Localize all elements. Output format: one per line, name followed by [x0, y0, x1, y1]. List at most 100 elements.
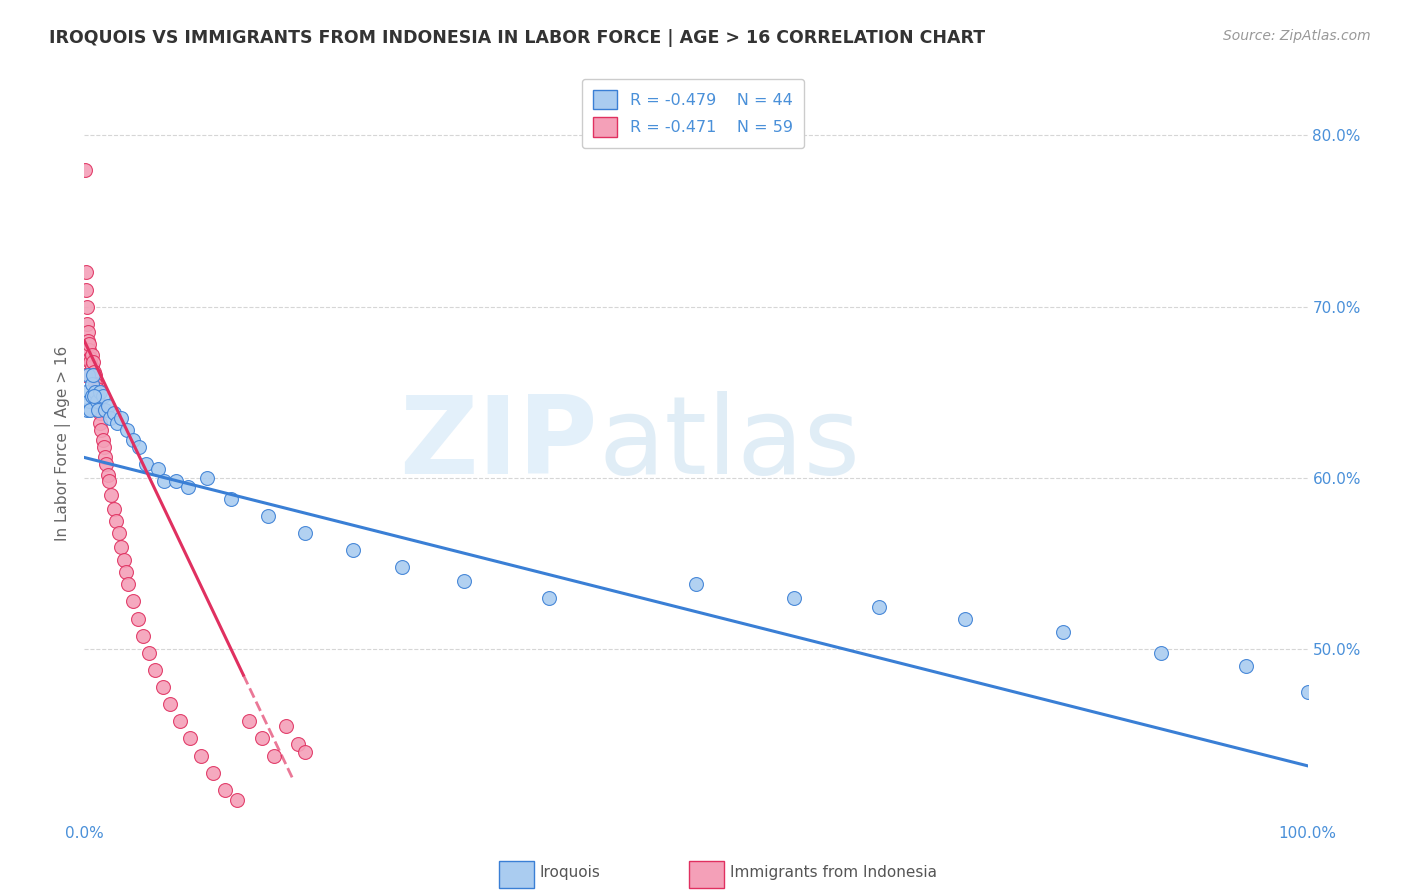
Point — [86, 389, 108, 403]
Point — [73, 368, 96, 383]
Point — [128, 440, 150, 454]
Point — [219, 491, 242, 506]
Point — [82, 354, 104, 368]
Point — [82, 368, 104, 383]
Point — [87, 393, 110, 408]
Point — [87, 402, 110, 417]
Point — [226, 793, 249, 807]
Point — [80, 359, 103, 374]
Point — [250, 731, 273, 746]
Point — [77, 343, 100, 357]
Point — [84, 368, 107, 383]
Text: IROQUOIS VS IMMIGRANTS FROM INDONESIA IN LABOR FORCE | AGE > 16 CORRELATION CHAR: IROQUOIS VS IMMIGRANTS FROM INDONESIA IN… — [49, 29, 986, 46]
Point — [169, 714, 191, 729]
Point — [294, 745, 316, 759]
Y-axis label: In Labor Force | Age > 16: In Labor Force | Age > 16 — [55, 346, 72, 541]
Point — [115, 423, 138, 437]
Point — [80, 348, 103, 362]
Point — [135, 458, 157, 472]
Point — [110, 540, 132, 554]
Point — [75, 265, 97, 279]
Text: Iroquois: Iroquois — [540, 865, 600, 880]
Point — [77, 326, 100, 340]
Point — [94, 402, 117, 417]
Point — [165, 475, 187, 489]
Point — [179, 731, 201, 746]
Text: atlas: atlas — [598, 391, 860, 497]
Point — [190, 748, 212, 763]
Legend: R = -0.479    N = 44, R = -0.471    N = 59: R = -0.479 N = 44, R = -0.471 N = 59 — [582, 78, 804, 148]
Point — [97, 475, 120, 489]
Point — [97, 399, 120, 413]
Point — [76, 317, 98, 331]
Point — [73, 162, 96, 177]
Point — [79, 402, 101, 417]
Point — [143, 663, 166, 677]
Point — [276, 719, 298, 733]
Point — [685, 577, 707, 591]
Point — [177, 480, 200, 494]
Point — [94, 450, 117, 465]
Point — [263, 748, 285, 763]
Point — [91, 434, 114, 448]
Point — [153, 475, 176, 489]
Point — [117, 577, 139, 591]
Point — [783, 591, 806, 605]
Point — [132, 629, 155, 643]
Point — [79, 351, 101, 365]
Point — [105, 514, 128, 528]
Point — [84, 385, 107, 400]
Point — [107, 525, 129, 540]
Point — [103, 501, 125, 516]
Point — [110, 411, 132, 425]
Point — [869, 599, 891, 614]
Point — [80, 389, 103, 403]
Point — [77, 334, 100, 348]
Point — [96, 458, 118, 472]
Point — [1052, 625, 1074, 640]
Point — [953, 611, 976, 625]
Point — [77, 368, 100, 383]
Point — [1296, 685, 1319, 699]
Text: ZIP: ZIP — [399, 391, 598, 497]
Point — [391, 560, 413, 574]
Point — [1150, 646, 1173, 660]
Point — [80, 376, 103, 391]
Point — [87, 402, 110, 417]
Point — [83, 389, 105, 403]
Point — [76, 300, 98, 314]
Point — [89, 406, 111, 420]
Point — [342, 543, 364, 558]
Point — [89, 385, 111, 400]
Point — [152, 680, 174, 694]
Point — [90, 423, 112, 437]
Point — [77, 337, 100, 351]
Point — [97, 467, 120, 482]
Point — [75, 385, 97, 400]
Point — [84, 376, 107, 391]
Point — [86, 382, 108, 396]
Point — [83, 365, 105, 379]
Point — [201, 765, 224, 780]
Point — [75, 283, 97, 297]
Point — [89, 416, 111, 430]
Point — [294, 525, 316, 540]
Point — [98, 411, 121, 425]
Point — [122, 594, 145, 608]
Point — [138, 646, 160, 660]
Point — [146, 462, 169, 476]
Point — [195, 471, 218, 485]
Point — [83, 372, 105, 386]
Point — [453, 574, 475, 588]
Point — [79, 354, 101, 368]
Point — [77, 393, 100, 408]
Text: Immigrants from Indonesia: Immigrants from Indonesia — [730, 865, 936, 880]
Point — [287, 737, 309, 751]
Point — [105, 416, 128, 430]
Point — [86, 393, 108, 408]
Point — [100, 488, 122, 502]
Point — [91, 389, 114, 403]
Point — [122, 434, 145, 448]
Point — [112, 553, 135, 567]
Point — [103, 406, 125, 420]
